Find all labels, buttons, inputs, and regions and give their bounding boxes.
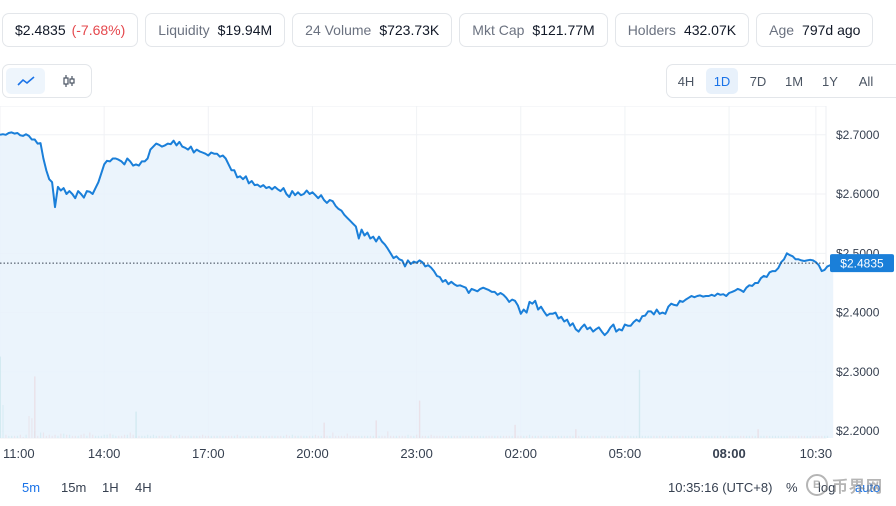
price-pill: $2.4835 (-7.68%) xyxy=(2,13,139,47)
market-cap-value: $121.77M xyxy=(532,22,595,38)
stats-bar: $2.4835 (-7.68%) Liquidity $19.94M 24 Vo… xyxy=(2,13,874,49)
price-chart-svg[interactable]: $2.7000$2.6000$2.5000$2.4000$2.3000$2.20… xyxy=(0,105,896,464)
current-price-badge xyxy=(830,254,894,273)
percent-toggle[interactable]: % xyxy=(786,480,798,495)
price-area-fill xyxy=(0,132,834,438)
interval-4h[interactable]: 4H xyxy=(135,480,152,495)
x-tick-label: 08:00 xyxy=(712,446,745,461)
liquidity-value: $19.94M xyxy=(217,22,273,38)
range-1d[interactable]: 1D xyxy=(706,68,738,94)
volume-value: $723.73K xyxy=(379,22,440,38)
candlestick-button[interactable] xyxy=(49,68,88,94)
age-value: 797d ago xyxy=(802,22,861,38)
line-chart-button[interactable] xyxy=(6,68,45,94)
age-label: Age xyxy=(769,22,795,38)
price-chart[interactable]: $2.7000 $2.6000 $2.5000 $2.4000 $2.3000 $2.20… xyxy=(0,105,896,464)
x-tick-label: 17:00 xyxy=(192,446,225,461)
range-all[interactable]: All xyxy=(858,73,874,89)
range-4h[interactable]: 4H xyxy=(677,73,695,89)
age-pill: Age 797d ago xyxy=(756,13,874,47)
liquidity-pill: Liquidity $19.94M xyxy=(145,13,286,47)
range-selector: 4H 1D 7D 1M 1Y All xyxy=(666,64,896,98)
interval-15m[interactable]: 15m xyxy=(61,480,87,495)
auto-toggle[interactable]: auto xyxy=(855,480,881,495)
range-1m[interactable]: 1M xyxy=(784,73,804,89)
range-7d[interactable]: 7D xyxy=(749,73,767,89)
x-tick-label: 02:00 xyxy=(504,446,537,461)
range-1y[interactable]: 1Y xyxy=(822,73,838,89)
interval-1h[interactable]: 1H xyxy=(102,480,119,495)
price-change: (-7.68%) xyxy=(71,22,126,38)
watermark-logo: B 币界网 xyxy=(806,472,892,498)
utc-clock: 10:35:16 (UTC+8) xyxy=(668,480,773,495)
chart-type-toggle xyxy=(2,64,92,98)
holders-pill: Holders 432.07K xyxy=(614,13,750,47)
x-tick-label: 11:00 xyxy=(3,446,35,461)
volume-pill: 24 Volume $723.73K xyxy=(292,13,453,47)
x-tick-label: 23:00 xyxy=(400,446,433,461)
x-tick-label: 14:00 xyxy=(88,446,121,461)
line-chart-icon xyxy=(16,76,35,86)
y-tick-label: $2.6000 xyxy=(836,187,880,201)
x-tick-label: 10:30 xyxy=(800,446,833,461)
holders-value: 432.07K xyxy=(683,22,737,38)
y-tick-label: $2.2000 xyxy=(836,424,880,438)
x-tick-label: 05:00 xyxy=(609,446,642,461)
candlestick-icon xyxy=(62,75,75,87)
liquidity-label: Liquidity xyxy=(158,22,210,38)
current-price-badge-group: $2.4835 xyxy=(830,254,894,273)
x-axis: 11:00 14:00 17:00 20:00 23:00 02:00 05:00 08:00… xyxy=(3,446,832,461)
watermark-text: 币界网 xyxy=(832,479,884,496)
current-price: $2.4835 xyxy=(15,22,66,38)
current-price-badge-label: $2.4835 xyxy=(840,257,884,271)
holders-label: Holders xyxy=(627,22,676,38)
y-axis: $2.7000$2.6000$2.5000$2.4000$2.3000$2.20… xyxy=(836,128,880,438)
volume-label: 24 Volume xyxy=(305,22,372,38)
y-tick-label: $2.3000 xyxy=(836,365,880,379)
x-tick-label: 20:00 xyxy=(296,446,329,461)
interval-5m[interactable]: 5m xyxy=(22,480,41,495)
market-cap-label: Mkt Cap xyxy=(472,22,525,38)
watermark-badge: B xyxy=(806,474,828,496)
market-cap-pill: Mkt Cap $121.77M xyxy=(459,13,608,47)
y-tick-label: $2.7000 xyxy=(836,128,880,142)
chart-footer: 5m 15m 1H 4H 10:35:16 (UTC+8) % log auto… xyxy=(0,470,896,504)
y-tick-label: $2.4000 xyxy=(836,306,880,320)
